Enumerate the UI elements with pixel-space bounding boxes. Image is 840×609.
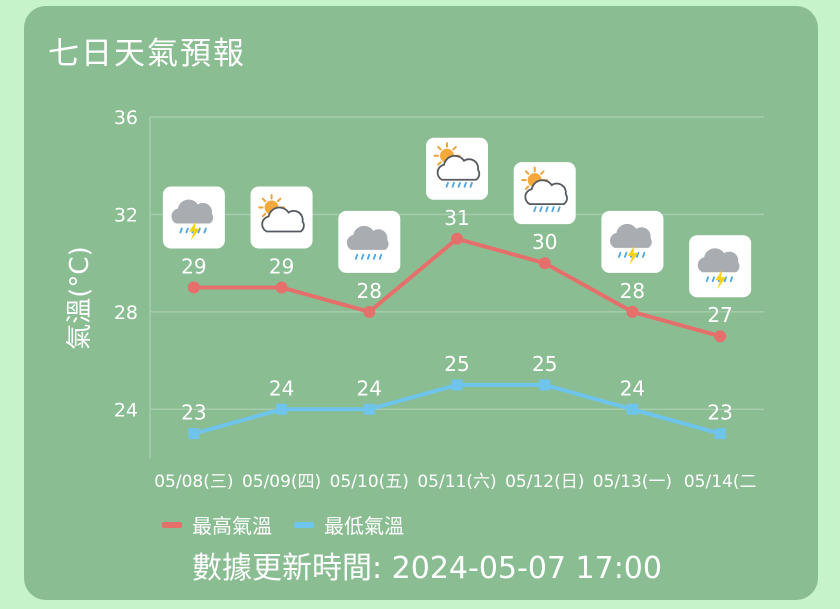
legend-item-high[interactable]: 最高氣溫 xyxy=(162,510,272,539)
legend-swatch-low xyxy=(294,521,314,528)
legend-label-low: 最低氣溫 xyxy=(324,514,404,538)
data-label-low: 24 xyxy=(269,376,294,400)
x-tick-label: 05/09(四) xyxy=(242,472,321,492)
chart-legend: 最高氣溫 最低氣溫 xyxy=(162,510,426,539)
legend-swatch-high xyxy=(162,521,182,528)
x-tick-label: 05/10(五) xyxy=(330,472,409,492)
y-axis-label: 氣溫(°C) xyxy=(65,246,95,349)
update-time: 數據更新時間: 2024-05-07 17:00 xyxy=(192,551,662,586)
data-point-high[interactable] xyxy=(275,281,288,294)
legend-label-high: 最高氣溫 xyxy=(192,514,272,538)
x-tick-label: 05/13(一) xyxy=(593,472,672,492)
data-label-low: 23 xyxy=(181,401,206,425)
page-title: 七日天氣預報 xyxy=(48,36,246,72)
thunderstorm-icon xyxy=(601,210,664,273)
rain-icon xyxy=(338,210,401,273)
data-label-low: 25 xyxy=(444,352,469,376)
data-point-high[interactable] xyxy=(626,305,639,318)
data-point-low[interactable] xyxy=(626,403,638,415)
data-point-high[interactable] xyxy=(363,305,376,318)
data-point-high[interactable] xyxy=(714,330,727,343)
data-label-low: 23 xyxy=(707,401,732,425)
data-label-low: 24 xyxy=(620,376,645,400)
data-point-low[interactable] xyxy=(188,428,200,440)
data-point-high[interactable] xyxy=(451,232,463,245)
data-point-low[interactable] xyxy=(714,428,726,440)
data-point-low[interactable] xyxy=(539,379,551,391)
data-point-high[interactable] xyxy=(538,257,551,270)
data-point-high[interactable] xyxy=(187,281,200,294)
data-label-high: 27 xyxy=(707,303,732,327)
partly-cloudy-rain-icon xyxy=(426,137,488,200)
data-label-high: 30 xyxy=(532,230,557,254)
data-point-low[interactable] xyxy=(451,379,463,391)
data-label-high: 28 xyxy=(357,279,382,303)
legend-item-low[interactable]: 最低氣溫 xyxy=(294,510,404,539)
thunderstorm-icon xyxy=(689,235,752,298)
data-label-high: 31 xyxy=(444,206,469,230)
partly-cloudy-icon xyxy=(250,186,313,249)
y-tick-label: 28 xyxy=(114,302,138,324)
data-label-high: 29 xyxy=(269,255,294,279)
forecast-card xyxy=(24,6,818,600)
data-label-high: 29 xyxy=(181,255,206,279)
x-tick-label: 05/11(六) xyxy=(417,472,496,492)
data-label-high: 28 xyxy=(620,279,645,303)
partly-cloudy-rain-icon xyxy=(513,162,576,225)
data-label-low: 24 xyxy=(357,376,382,400)
thunderstorm-icon xyxy=(162,186,225,249)
x-tick-label: 05/14(二 xyxy=(684,472,757,492)
y-tick-label: 32 xyxy=(114,204,138,226)
x-tick-label: 05/08(三) xyxy=(154,472,233,492)
x-tick-label: 05/12(日) xyxy=(505,472,584,492)
data-point-low[interactable] xyxy=(363,403,375,415)
data-label-low: 25 xyxy=(532,352,557,376)
data-point-low[interactable] xyxy=(276,403,288,415)
y-tick-label: 24 xyxy=(114,399,138,421)
y-tick-label: 36 xyxy=(114,107,138,129)
